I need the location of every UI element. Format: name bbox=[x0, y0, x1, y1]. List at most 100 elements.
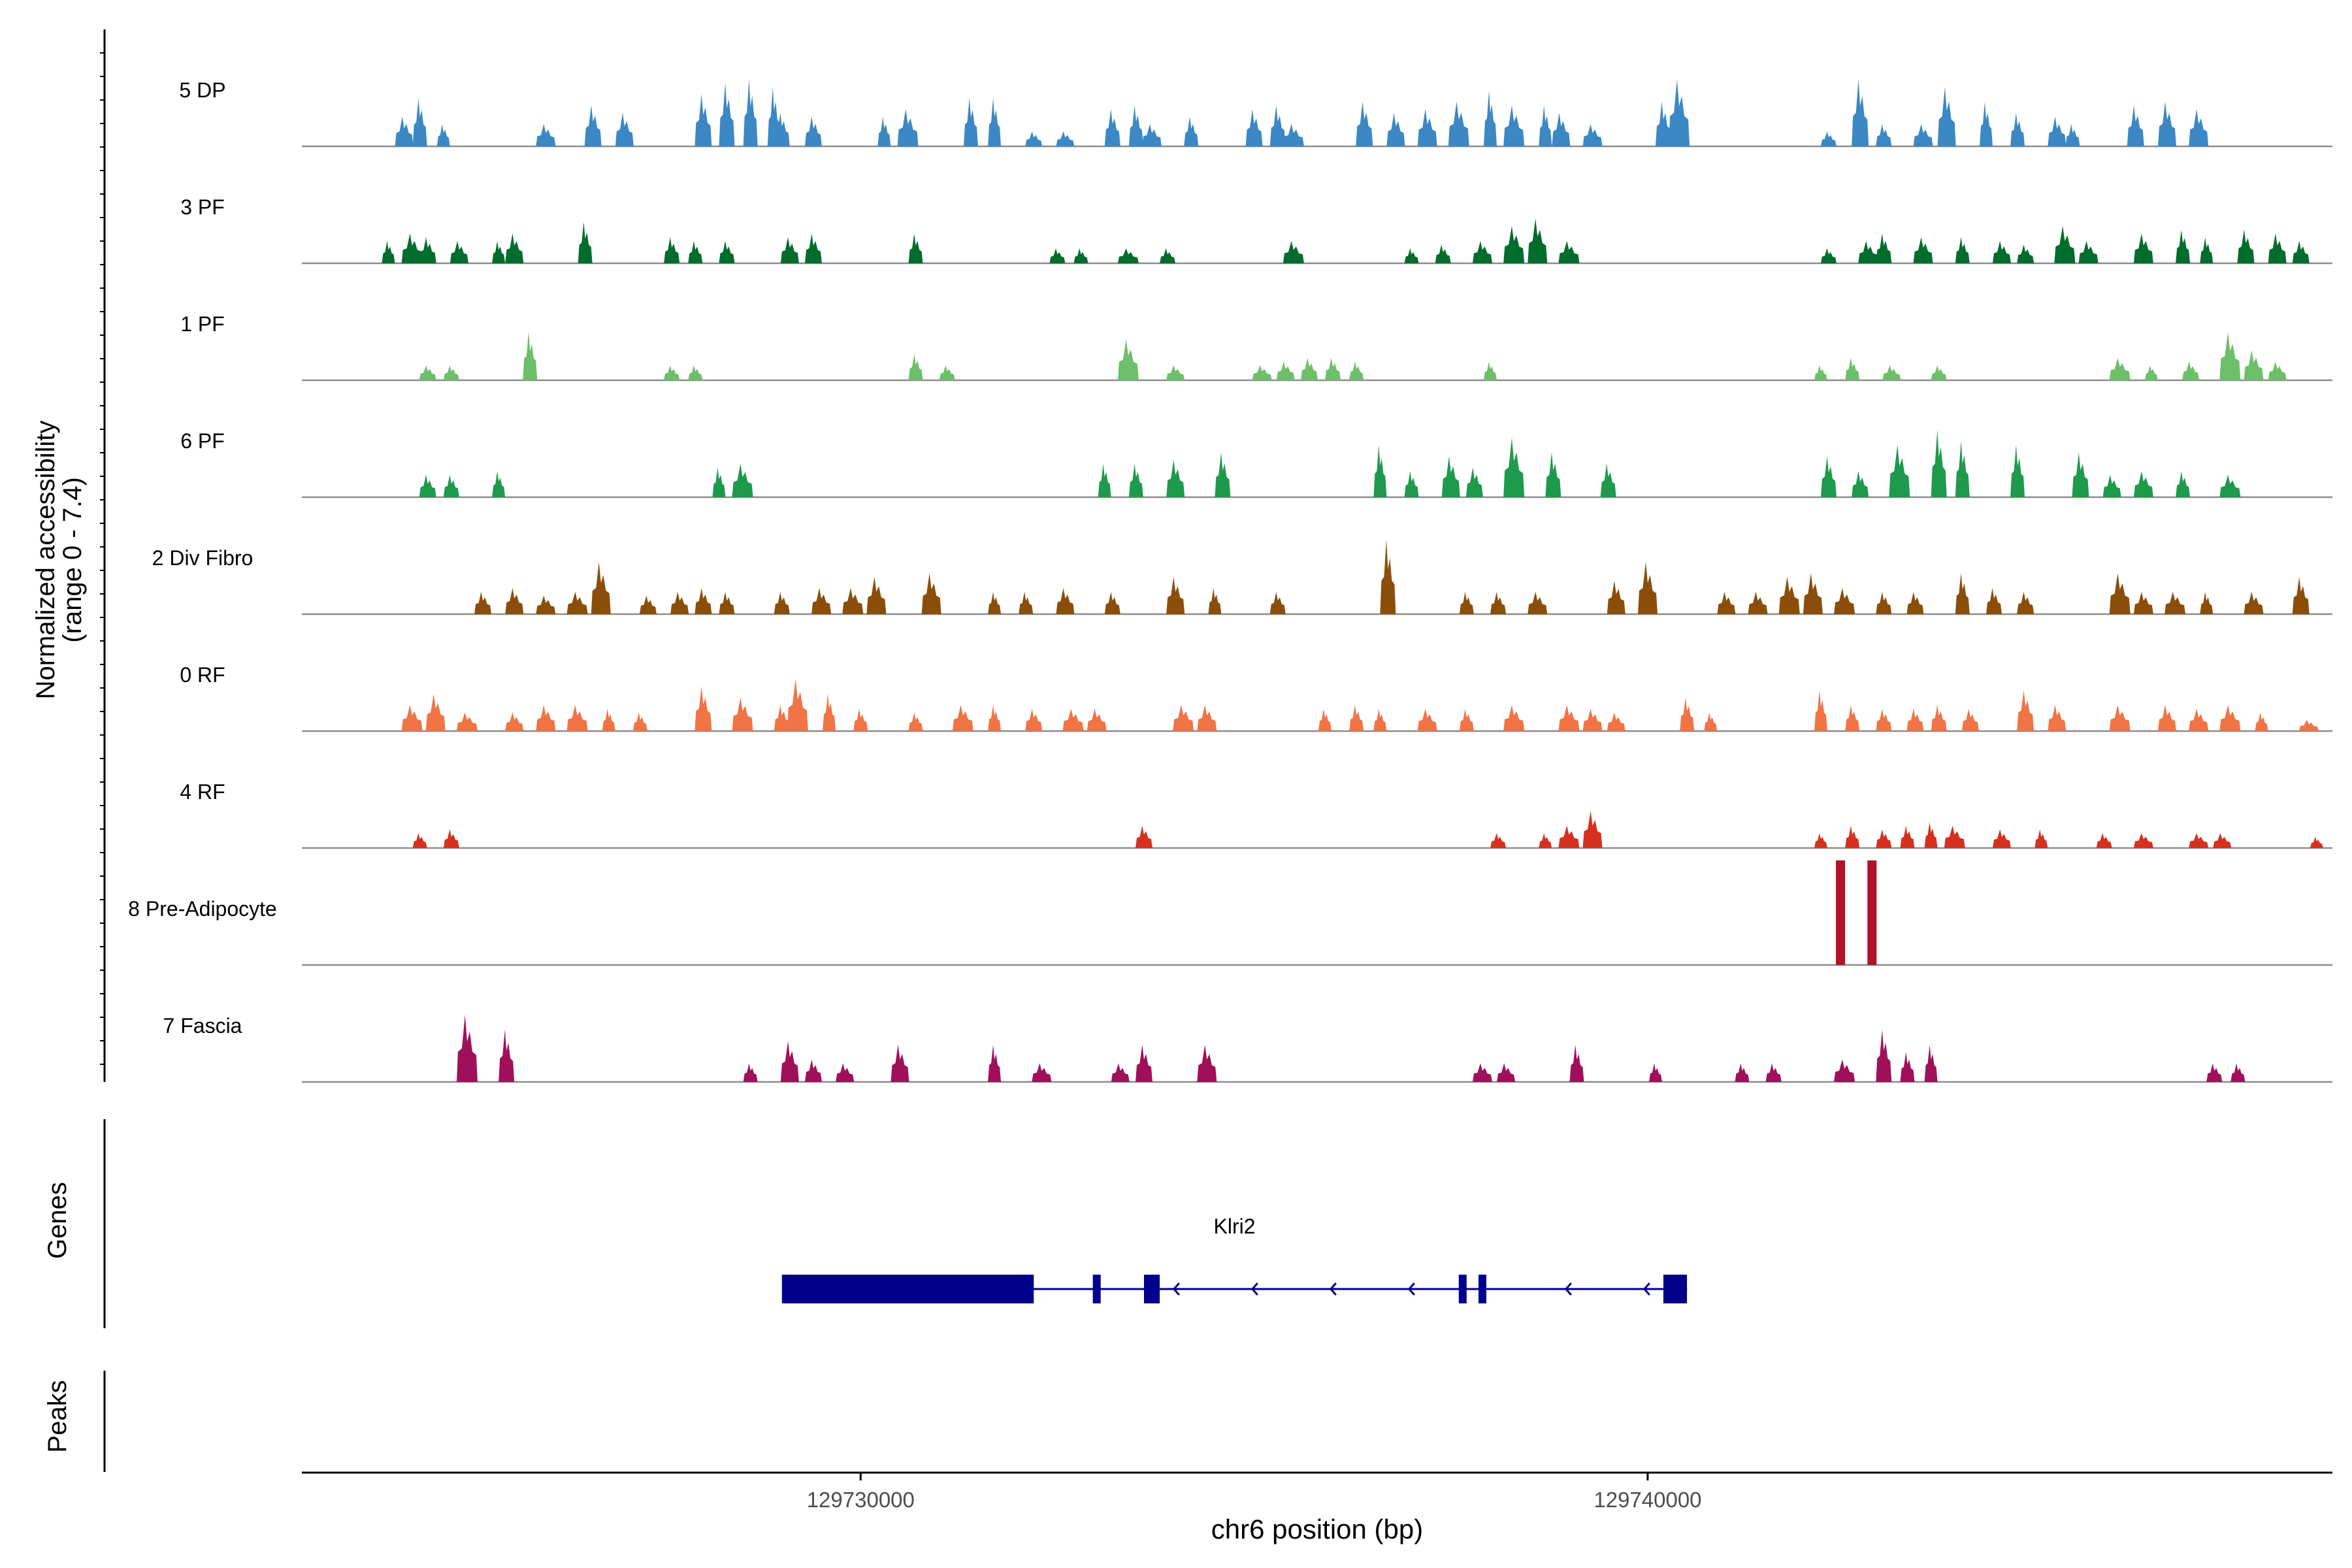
track-2-div-fibro: 2 Div Fibro bbox=[152, 539, 2332, 615]
coverage-peak bbox=[1649, 1063, 1662, 1082]
coverage-peak bbox=[1527, 218, 1548, 263]
coverage-peak bbox=[1924, 822, 1938, 848]
coverage-peak bbox=[505, 712, 524, 731]
coverage-peak bbox=[688, 365, 703, 380]
coverage-peak bbox=[1142, 123, 1162, 146]
coverage-peak bbox=[2176, 229, 2191, 263]
coverage-peak bbox=[2268, 233, 2287, 263]
coverage-peak bbox=[1269, 591, 1286, 614]
coverage-peak bbox=[719, 240, 735, 263]
coverage-peak bbox=[1814, 833, 1827, 848]
coverage-peak bbox=[664, 237, 680, 263]
coverage-peak bbox=[505, 233, 524, 263]
coverage-peak bbox=[591, 562, 611, 614]
coverage-peak bbox=[1503, 705, 1525, 731]
coverage-peak bbox=[1356, 101, 1373, 146]
track-8-pre-adipocyte: 8 Pre-Adipocyte bbox=[128, 860, 2332, 966]
coverage-peak bbox=[2268, 361, 2287, 380]
coverage-peak bbox=[566, 705, 588, 731]
coverage-peak bbox=[1834, 588, 1855, 614]
coverage-peak bbox=[1404, 471, 1419, 497]
coverage-peak bbox=[1503, 225, 1525, 263]
coverage-peak bbox=[1582, 708, 1603, 731]
coverage-peak bbox=[1845, 705, 1860, 731]
coverage-peak bbox=[1748, 591, 1768, 614]
coverage-peak bbox=[1349, 705, 1364, 731]
coverage-peak bbox=[492, 240, 506, 263]
coverage-peak bbox=[1019, 591, 1034, 614]
coverage-peak bbox=[1582, 810, 1603, 848]
coverage-peak bbox=[780, 237, 799, 263]
coverage-peak bbox=[2230, 1063, 2246, 1082]
coverage-peak bbox=[2182, 361, 2200, 380]
y-axis-range-label: (range 0 - 7.4) bbox=[58, 477, 87, 642]
strand-arrow bbox=[1250, 1282, 1258, 1296]
gene-model bbox=[781, 1275, 1688, 1303]
coverage-peak bbox=[1349, 361, 1364, 380]
coverage-peak bbox=[842, 588, 864, 614]
coverage-peak bbox=[395, 116, 414, 146]
coverage-peak bbox=[805, 1059, 822, 1082]
coverage-peak bbox=[2133, 591, 2153, 614]
coverage-peak bbox=[2206, 1063, 2223, 1082]
coverage-peak bbox=[732, 697, 753, 731]
coverage-peak bbox=[774, 591, 790, 614]
coverage-peak bbox=[578, 222, 593, 263]
coverage-peak bbox=[2219, 705, 2241, 731]
coverage-peak bbox=[1441, 456, 1460, 497]
coverage-peak bbox=[640, 595, 657, 614]
coverage-peak bbox=[1215, 452, 1231, 497]
coverage-peak bbox=[498, 1030, 515, 1082]
coverage-peak bbox=[1435, 244, 1451, 263]
genes-track-label: Genes bbox=[43, 1182, 72, 1259]
coverage-peak bbox=[2048, 116, 2066, 146]
coverage-peak bbox=[1552, 112, 1571, 146]
coverage-peak bbox=[1160, 248, 1176, 263]
coverage-peak bbox=[780, 1041, 799, 1082]
track-label: 6 PF bbox=[180, 429, 225, 453]
coverage-peak bbox=[877, 116, 891, 146]
coverage-peak bbox=[1669, 79, 1690, 146]
coverage-peak bbox=[670, 591, 689, 614]
coverage-peak bbox=[2109, 705, 2131, 731]
coverage-peak bbox=[866, 576, 887, 614]
coverage-peak bbox=[1656, 101, 1671, 146]
coverage-peak bbox=[1373, 445, 1387, 497]
x-tick-label: 129730000 bbox=[807, 1488, 915, 1512]
coverage-peak bbox=[1852, 471, 1869, 497]
coverage-peak bbox=[1717, 591, 1736, 614]
coverage-peak bbox=[1558, 705, 1580, 731]
coverage-peak bbox=[1417, 708, 1437, 731]
coverage-peak bbox=[1197, 1044, 1217, 1082]
coverage-peak bbox=[811, 588, 832, 614]
coverage-peak bbox=[1111, 1063, 1130, 1082]
coverage-peak bbox=[1852, 79, 1869, 146]
coverage-peak bbox=[457, 712, 478, 731]
coverage-peak bbox=[1490, 833, 1507, 848]
coverage-peak bbox=[1318, 708, 1331, 731]
gene-exon bbox=[1663, 1275, 1688, 1303]
coverage-peak bbox=[1545, 452, 1561, 497]
coverage-peak bbox=[457, 1015, 478, 1082]
coverage-peak bbox=[1104, 108, 1120, 146]
gene-exon bbox=[1458, 1275, 1467, 1303]
coverage-peak bbox=[474, 591, 492, 614]
track-label: 0 RF bbox=[180, 663, 225, 687]
coverage-peak bbox=[1821, 131, 1837, 146]
coverage-peak bbox=[2048, 705, 2066, 731]
coverage-peak bbox=[2200, 591, 2213, 614]
coverage-peak bbox=[1876, 708, 1892, 731]
coverage-peak bbox=[2244, 350, 2264, 380]
coverage-peak bbox=[2164, 591, 2186, 614]
strand-arrow bbox=[1642, 1282, 1650, 1296]
coverage-peak bbox=[732, 463, 753, 497]
coverage-peak bbox=[921, 573, 941, 614]
track-label: 5 DP bbox=[179, 78, 225, 102]
track-label: 1 PF bbox=[180, 312, 225, 336]
coverage-peak bbox=[1569, 1044, 1584, 1082]
strand-arrow bbox=[1407, 1282, 1415, 1296]
coverage-peak bbox=[1876, 123, 1892, 146]
coverage-peak bbox=[2096, 833, 2112, 848]
coverage-peak bbox=[1404, 248, 1419, 263]
coverage-peak bbox=[688, 240, 703, 263]
